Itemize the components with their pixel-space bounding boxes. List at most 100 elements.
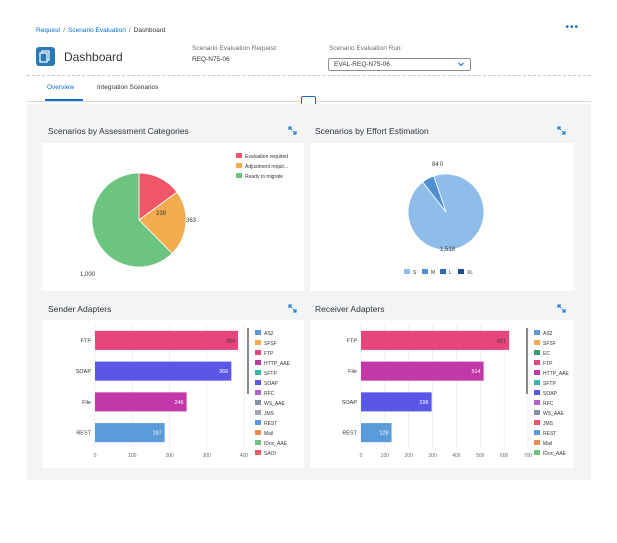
legend-swatch: [255, 370, 261, 375]
tab-overview[interactable]: Overview: [47, 84, 75, 91]
legend-swatch: [534, 380, 540, 385]
x-tick-label: 400: [240, 453, 249, 459]
expand-icon[interactable]: [557, 304, 566, 313]
card-title-assessment: Scenarios by Assessment Categories: [48, 126, 189, 136]
chevron-down-icon: [458, 62, 464, 67]
bar-rest[interactable]: [95, 423, 165, 443]
legend-swatch: [534, 440, 540, 445]
legend-swatch: [255, 360, 261, 365]
legend-label: Mail: [543, 441, 552, 447]
y-category-label: File: [82, 400, 91, 406]
legend-swatch: [534, 370, 540, 375]
bar-legend: AS2 SFSF FTP HTTP_AAE SFTP SOAP RFC WS_AAE JMS RE…: [247, 328, 291, 457]
bar-file[interactable]: [95, 392, 187, 412]
bar-value-label: 384: [226, 338, 235, 344]
legend-label: SOAP: [264, 381, 279, 387]
y-category-label: File: [348, 369, 357, 375]
assessment-pie-chart: 239 363 1,000 Evaluation required Adjust…: [80, 153, 288, 278]
legend-label: IDoc_AAE: [264, 441, 288, 447]
pie-slice-ready-to-migrate[interactable]: [91, 172, 173, 268]
bar-ftp[interactable]: [361, 330, 510, 350]
request-label: Scenario Evaluation Request:: [192, 45, 278, 52]
breadcrumb: Request / Scenario Evaluation / Dashboard: [36, 27, 165, 34]
card-assessment: 239 363 1,000 Evaluation required Adjust…: [43, 143, 304, 291]
expand-icon[interactable]: [288, 304, 297, 313]
bar-soap[interactable]: [361, 392, 432, 412]
card-title-receiver: Receiver Adapters: [315, 304, 385, 314]
x-tick-label: 0: [94, 453, 97, 459]
legend-swatch: [255, 380, 261, 385]
legend-swatch: [534, 390, 540, 395]
pie-slice-adjustment-requir[interactable]: [138, 191, 187, 254]
y-category-label: SOAP: [342, 400, 358, 406]
legend-label: SOAP: [543, 391, 558, 397]
legend-label: FTP: [543, 361, 553, 367]
pie1-label-239: 239: [156, 211, 167, 217]
legend-label: JMS: [264, 411, 275, 417]
dashboard-content: Scenarios by Assessment Categories 239 3…: [27, 104, 591, 480]
legend-label: HTTP_AAE: [543, 371, 570, 377]
run-label: Scenario Evaluation Run:: [329, 45, 403, 52]
x-tick-label: 700: [524, 453, 533, 459]
x-tick-label: 600: [500, 453, 509, 459]
x-tick-label: 0: [360, 453, 363, 459]
legend-swatch: [255, 430, 261, 435]
legend-swatch: [534, 400, 540, 405]
legend-label: WS_AAE: [264, 401, 286, 407]
pie1-label-1000: 1,000: [80, 272, 96, 278]
document-stack-icon: [39, 50, 50, 63]
y-category-label: FTP: [81, 338, 92, 344]
legend-swatch: [534, 410, 540, 415]
card-effort: 84 0 1,518 S M L XL: [310, 143, 573, 291]
more-actions-button[interactable]: •••: [565, 22, 579, 33]
legend-swatch: [236, 153, 242, 158]
run-select[interactable]: EVAL-REQ-N75-06: [328, 58, 471, 71]
legend-swatch: [422, 269, 428, 274]
legend-label: REST: [543, 431, 556, 437]
x-tick-label: 300: [428, 453, 437, 459]
x-tick-label: 100: [128, 453, 137, 459]
run-select-value: EVAL-REQ-N75-06: [334, 61, 390, 68]
legend-swatch: [458, 269, 464, 274]
pie2-label-0: 0: [440, 162, 444, 168]
bar-file[interactable]: [361, 361, 484, 381]
bar-rest[interactable]: [361, 423, 392, 443]
bar-value-label: 621: [497, 338, 506, 344]
legend-swatch: [255, 400, 261, 405]
legend-label: REST: [264, 421, 277, 427]
legend-scrollbar[interactable]: [247, 328, 249, 394]
dashboard-app-icon: [36, 47, 55, 66]
legend-swatch: [255, 340, 261, 345]
pie-slice-m[interactable]: [422, 175, 447, 213]
bar-ftp[interactable]: [95, 330, 239, 350]
legend-swatch: [404, 269, 410, 274]
legend-label: XL: [467, 270, 473, 276]
tab-integration-scenarios[interactable]: Integration Scenarios: [97, 84, 159, 91]
bar-value-label: 128: [379, 431, 388, 437]
pie2-label-84: 84: [432, 162, 439, 168]
legend-scrollbar[interactable]: [526, 328, 528, 394]
legend-swatch: [255, 410, 261, 415]
bar-legend: AS2 SFSF EC FTP HTTP_AAE SFTP SOAP RFC WS_AAE JMS…: [526, 328, 570, 457]
breadcrumb-link-request[interactable]: Request: [36, 27, 61, 34]
legend-swatch: [236, 163, 242, 168]
legend-label: Mail: [264, 431, 273, 437]
sender-bar-chart: 0 100 200 300 400 FTP 384 SOAP 366 File 246 REST 187…: [76, 325, 291, 459]
x-tick-label: 200: [165, 453, 174, 459]
expand-icon[interactable]: [288, 126, 297, 135]
legend-swatch: [534, 430, 540, 435]
expand-icon[interactable]: [557, 126, 566, 135]
legend-swatch: [534, 450, 540, 455]
breadcrumb-link-scenario-evaluation[interactable]: Scenario Evaluation: [68, 27, 126, 34]
legend-swatch: [534, 340, 540, 345]
card-sender: 0 100 200 300 400 FTP 384 SOAP 366 File 246 REST 187…: [43, 320, 304, 468]
breadcrumb-current: Dashboard: [133, 27, 166, 34]
legend-label: HTTP_AAE: [264, 361, 291, 367]
receiver-bar-chart: 0 100 200 300 400 500 600 700 FTP 621 File 514 SOAP 2…: [342, 325, 570, 459]
legend-label: SFSF: [543, 341, 556, 347]
bar-soap[interactable]: [95, 361, 232, 381]
object-page-header: Request / Scenario Evaluation / Dashboard ••…: [27, 20, 591, 108]
legend-swatch: [534, 360, 540, 365]
legend-swatch: [255, 350, 261, 355]
bar-value-label: 246: [174, 400, 183, 406]
